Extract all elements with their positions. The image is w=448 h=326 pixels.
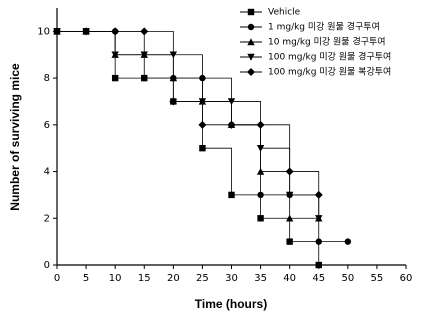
legend-marker xyxy=(247,53,255,61)
data-point xyxy=(256,167,265,175)
data-point xyxy=(169,97,178,106)
data-point xyxy=(228,191,235,199)
data-point xyxy=(227,98,236,106)
y-tick-label: 2 xyxy=(44,213,50,224)
data-point xyxy=(227,120,236,129)
data-point xyxy=(344,238,352,245)
x-axis-title: Time (hours) xyxy=(195,297,267,311)
x-tick-label: 35 xyxy=(254,273,267,284)
x-tick-label: 40 xyxy=(283,273,296,284)
data-point xyxy=(199,144,206,152)
data-point xyxy=(256,120,265,129)
data-point xyxy=(315,215,323,222)
y-tick-label: 4 xyxy=(44,167,50,178)
x-tick-label: 45 xyxy=(312,273,325,284)
data-point xyxy=(140,51,148,59)
data-point xyxy=(315,261,322,269)
x-tick-label: 55 xyxy=(371,273,384,284)
data-point xyxy=(111,27,120,36)
data-point xyxy=(82,27,91,36)
x-tick-label: 20 xyxy=(167,273,180,284)
data-point xyxy=(257,191,264,199)
y-tick-label: 0 xyxy=(44,260,50,271)
legend-text: 10 mg/kg 미강 원물 경구투여 xyxy=(268,36,386,48)
x-tick-label: 30 xyxy=(225,273,238,284)
data-point xyxy=(285,214,294,222)
x-tick-label: 5 xyxy=(83,273,89,284)
data-point xyxy=(256,144,265,152)
data-point xyxy=(53,27,61,36)
legend-text: 100 mg/kg 미강 원물 경구투여 xyxy=(268,51,391,63)
data-point xyxy=(198,120,207,129)
x-tick-label: 0 xyxy=(54,273,60,284)
legend-marker xyxy=(247,38,255,46)
data-point xyxy=(141,74,148,82)
legend-marker xyxy=(247,23,255,31)
x-tick-label: 25 xyxy=(196,273,209,284)
data-point xyxy=(285,167,294,176)
data-point xyxy=(140,27,149,36)
x-tick-label: 50 xyxy=(341,273,354,284)
y-tick-label: 10 xyxy=(37,26,50,37)
x-tick-label: 60 xyxy=(400,273,413,284)
legend-text: Vehicle xyxy=(268,8,301,18)
data-point xyxy=(286,238,293,245)
legend-text: 100 mg/kg 미강 원물 복강투여 xyxy=(268,66,391,78)
data-point xyxy=(314,190,323,199)
y-tick-label: 6 xyxy=(44,120,50,131)
x-tick-label: 15 xyxy=(138,273,151,284)
legend-marker xyxy=(247,8,255,16)
data-point xyxy=(111,74,119,82)
data-point xyxy=(111,51,119,59)
x-tick-label: 10 xyxy=(109,273,122,284)
data-point xyxy=(315,238,322,245)
y-axis-title: Number of surviving mice xyxy=(8,63,22,211)
y-tick-label: 8 xyxy=(44,73,50,84)
data-point xyxy=(285,191,294,199)
step-line xyxy=(57,30,320,195)
data-point xyxy=(257,215,264,222)
legend-marker xyxy=(247,68,255,76)
legend-text: 1 mg/kg 미강 원물 경구투여 xyxy=(268,21,380,33)
